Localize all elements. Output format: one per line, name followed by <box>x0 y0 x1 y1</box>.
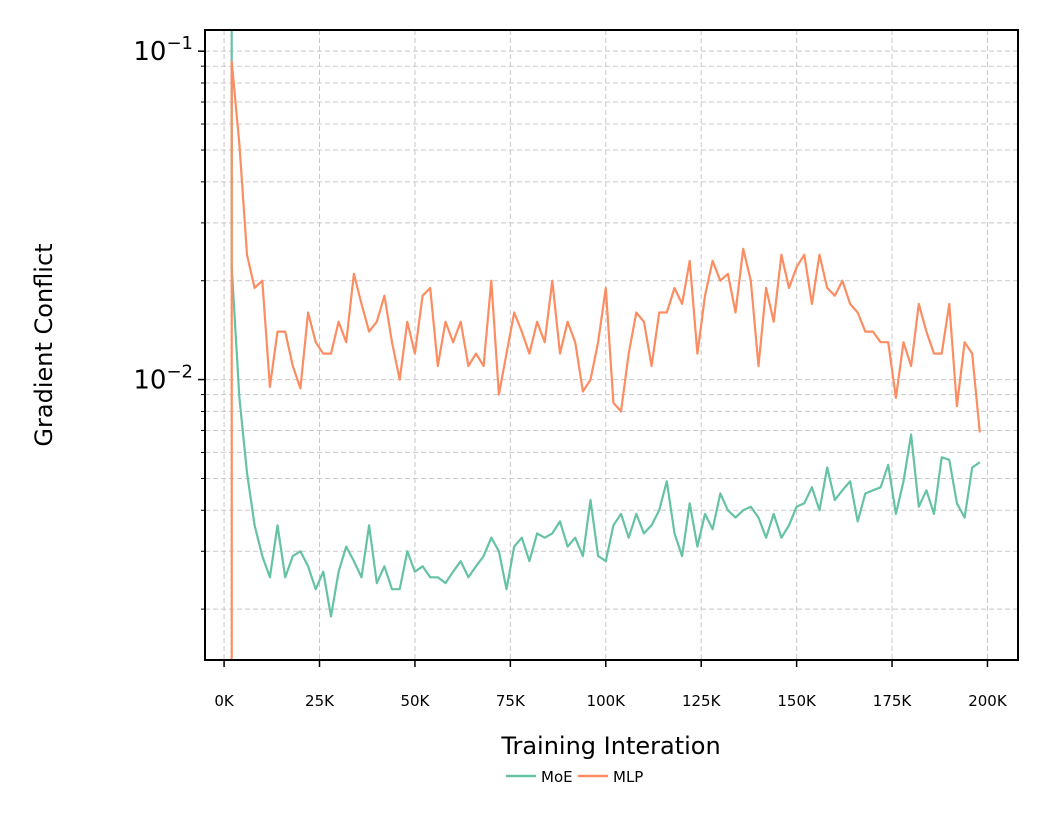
x-tick-label: 25K <box>305 692 335 710</box>
series-line-mlp <box>230 60 981 660</box>
x-tick-label: 150K <box>777 692 817 710</box>
x-tick-label: 75K <box>496 692 526 710</box>
x-axis-title: Training Interation <box>500 732 720 760</box>
x-tick-label: 50K <box>400 692 430 710</box>
legend-label-mlp: MLP <box>613 768 643 786</box>
y-tick-label: 10−2 <box>133 362 193 396</box>
series-layer <box>230 30 981 660</box>
plot-frame <box>204 29 1019 661</box>
legend-label-moe: MoE <box>541 768 573 786</box>
axis-ticks: 0K 25K 50K 75K 100K 125K 150K 175K 200K 10−2 10−1 <box>133 33 1008 710</box>
x-tick-label: 200K <box>968 692 1008 710</box>
x-tick-label: 100K <box>587 692 627 710</box>
legend: MoE MLP <box>506 768 643 786</box>
x-tick-label: 0K <box>214 692 235 710</box>
grid <box>205 30 1018 660</box>
y-tick-label: 10−1 <box>133 33 193 67</box>
y-axis-title: Gradient Conflict <box>30 243 58 446</box>
series-line-moe <box>230 30 981 618</box>
x-tick-label: 175K <box>873 692 913 710</box>
x-tick-label: 125K <box>682 692 722 710</box>
